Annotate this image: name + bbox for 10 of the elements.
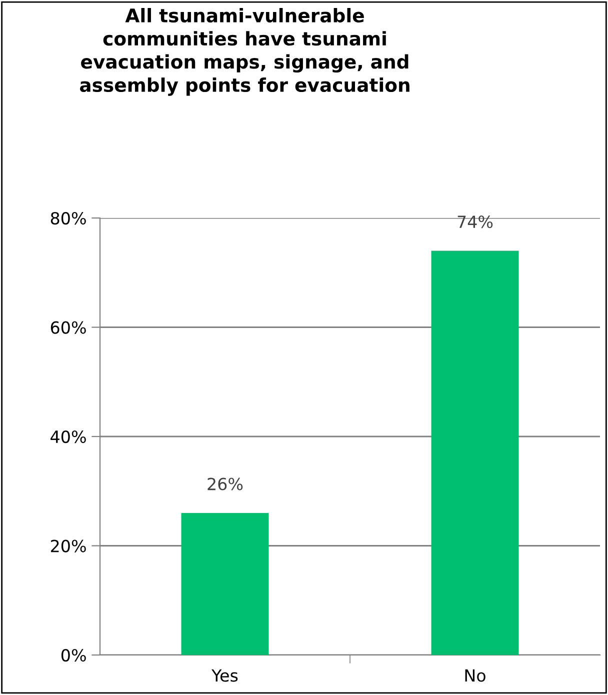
y-tick-label: 80% <box>50 212 86 225</box>
x-tick-label: No <box>465 669 486 682</box>
data-label: 74% <box>458 215 493 228</box>
x-tick-label: Yes <box>212 669 238 682</box>
y-tick-label: 20% <box>50 540 86 552</box>
y-tick-label: 0% <box>61 648 86 662</box>
y-tick-label: 40% <box>50 430 86 444</box>
y-tick-label: 60% <box>50 321 86 334</box>
data-label: 26% <box>208 478 243 490</box>
chart-title: All tsunami-vulnerable communities have tsunami evacuation maps, signage, and assembly points for evacuation <box>80 8 410 96</box>
